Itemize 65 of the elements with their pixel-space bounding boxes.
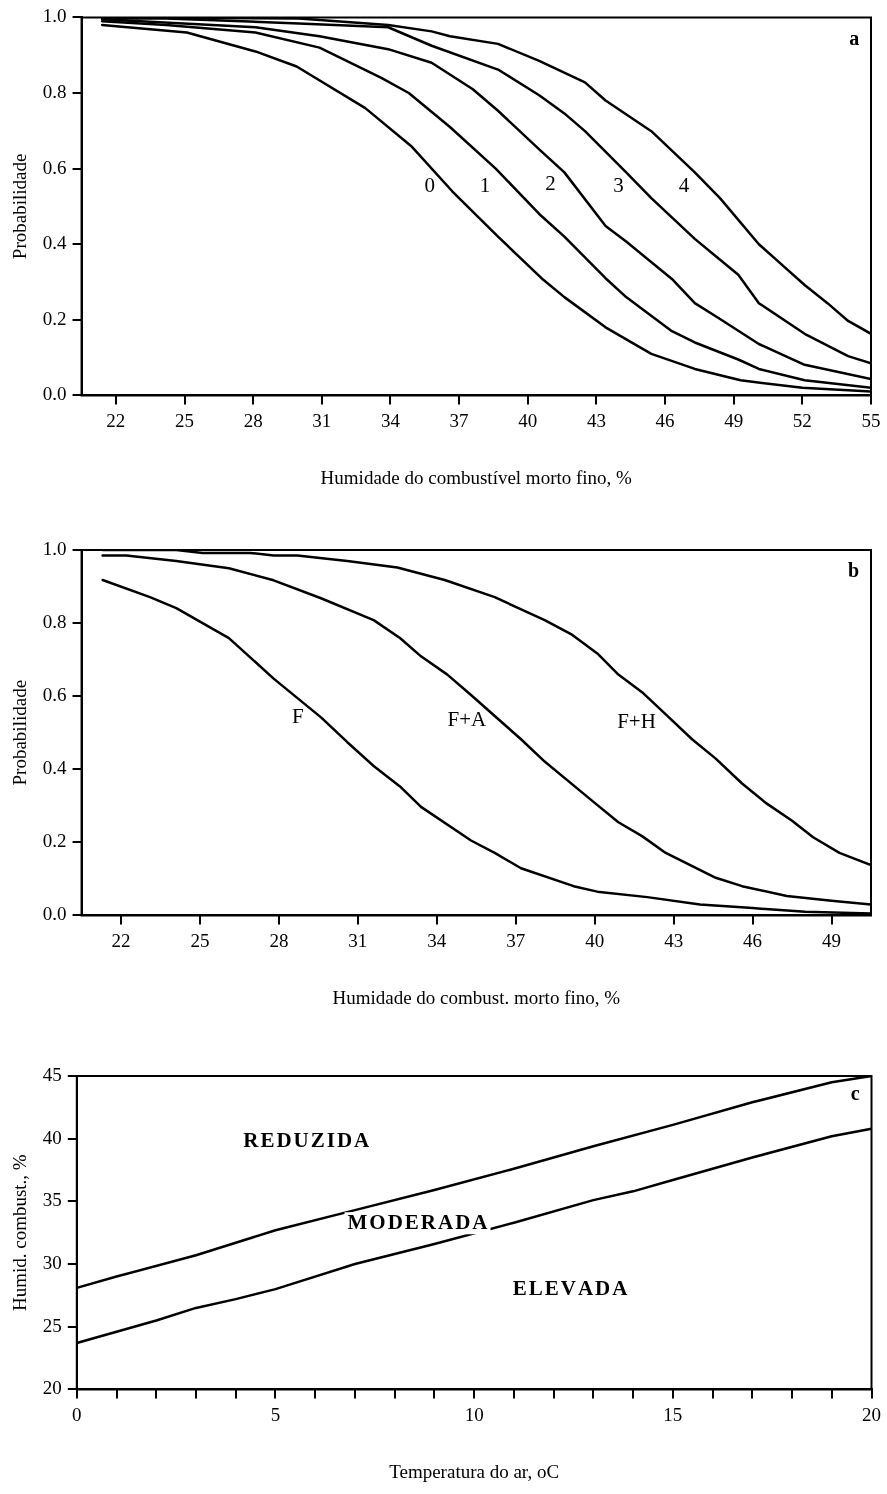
y-tick-label: 0.8 [42,611,67,633]
y-tick-label: 25 [42,1314,62,1336]
annotation: 4 [678,172,690,197]
annotation: c [850,1081,860,1104]
x-tick-label: 46 [743,929,763,951]
y-tick-label: 45 [42,1063,62,1085]
x-tick-label: 25 [190,929,210,951]
annotation: 1 [479,172,491,197]
x-axis-title: Humidade do combust. morto fino, % [332,986,621,1008]
x-tick-label: 0 [72,1403,82,1425]
x-tick-label: 52 [792,409,812,431]
y-tick-label: 1.0 [42,5,67,27]
y-tick-label: 0.4 [42,757,68,779]
annotation: ELEVADA [512,1275,629,1300]
y-tick-label: 0.0 [42,383,67,405]
y-tick-label: 0.2 [42,307,67,329]
annotation: F+A [447,707,487,732]
x-axis-title: Temperatura do ar, oC [389,1460,560,1482]
y-tick-label: 40 [42,1126,62,1148]
y-tick-label: 30 [42,1252,62,1274]
x-tick-label: 37 [506,929,526,951]
y-axis-title: Probabilidade [9,153,31,260]
annotation: MODERADA [347,1209,489,1234]
y-tick-label: 20 [42,1377,62,1399]
annotation: F+H [617,709,656,734]
annotation: 3 [613,172,624,197]
y-tick-label: 1.0 [42,537,67,559]
x-tick-label: 43 [586,409,606,431]
x-tick-label: 31 [348,929,368,951]
annotation: a [849,27,860,50]
y-tick-label: 0.6 [42,156,67,178]
annotation: b [848,559,860,582]
x-tick-label: 34 [380,409,401,431]
y-tick-label: 0.4 [42,232,68,254]
y-axis-title: Probabilidade [9,679,31,786]
x-tick-label: 20 [862,1403,881,1425]
x-tick-label: 28 [243,409,263,431]
annotation: 0 [424,172,435,197]
x-tick-label: 55 [861,409,881,431]
x-tick-label: 28 [269,929,289,951]
x-tick-label: 25 [175,409,195,431]
y-axis-title: Humid. combust., % [9,1154,31,1312]
x-tick-label: 15 [663,1403,683,1425]
x-tick-label: 37 [449,409,469,431]
x-tick-label: 34 [427,929,447,951]
annotation: 2 [545,170,556,195]
annotation: REDUZIDA [243,1128,371,1153]
x-tick-label: 5 [270,1403,281,1425]
y-tick-label: 0.6 [42,684,67,706]
y-tick-label: 0.8 [42,80,67,102]
x-tick-label: 40 [585,929,605,951]
x-tick-label: 10 [464,1403,484,1425]
y-tick-label: 0.0 [42,903,67,925]
y-tick-label: 35 [42,1189,62,1211]
x-axis-title: Humidade do combustível morto fino, % [320,466,633,488]
y-tick-label: 0.2 [42,830,67,852]
x-tick-label: 22 [106,409,126,431]
x-tick-label: 49 [822,929,842,951]
annotation: F [292,703,304,728]
x-tick-label: 43 [664,929,684,951]
x-tick-label: 31 [312,409,332,431]
x-tick-label: 22 [111,929,131,951]
x-tick-label: 40 [518,409,538,431]
x-tick-label: 46 [655,409,675,431]
x-tick-label: 49 [724,409,744,431]
